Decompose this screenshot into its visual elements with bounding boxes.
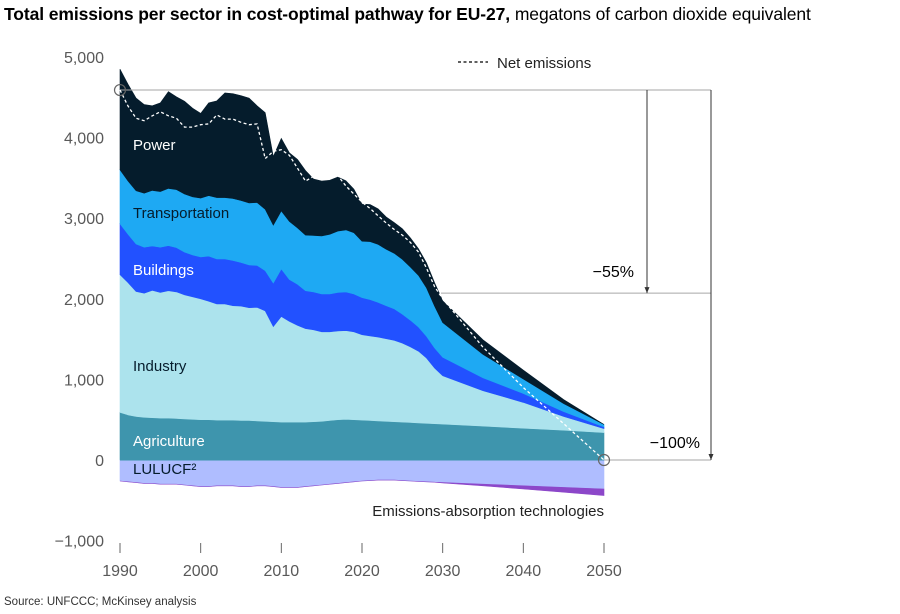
x-tick-label: 2010: [264, 563, 300, 580]
net-emissions-line: [119, 89, 605, 461]
arrow-55-head: [644, 287, 650, 294]
x-tick-label: 2050: [586, 563, 622, 580]
x-tick-label: 2020: [344, 563, 380, 580]
y-tick-label: 0: [95, 453, 104, 470]
chart-title: Total emissions per sector in cost-optim…: [4, 2, 900, 26]
x-tick-label: 2000: [183, 563, 219, 580]
legend-net-emissions-label: Net emissions: [497, 55, 591, 72]
area-emissions-absorption-technologies: [119, 479, 605, 496]
area-power: [119, 68, 605, 425]
net-emissions-end-marker: [597, 453, 611, 467]
chart-title-units: megatons of carbon dioxide equivalent: [514, 4, 811, 24]
series-label-agriculture: Agriculture: [133, 433, 205, 450]
series-label-industry: Industry: [133, 358, 187, 375]
net-emissions-start-marker: [113, 83, 127, 97]
annotation-55-label: −55%: [593, 264, 634, 281]
x-tick-label: 2030: [425, 563, 461, 580]
y-tick-label: 4,000: [64, 131, 104, 148]
x-tick-label: 2040: [506, 563, 542, 580]
arrow-100-head: [708, 454, 714, 460]
x-tick-label: 1990: [102, 563, 138, 580]
source-note: Source: UNFCCC; McKinsey analysis: [4, 596, 197, 608]
series-label-emissions-absorption-technologies: Emissions-absorption technologies: [372, 503, 604, 520]
y-tick-label: 2,000: [64, 292, 104, 309]
y-tick-label: 5,000: [64, 50, 104, 67]
y-tick-label: −1,000: [55, 534, 104, 551]
y-tick-label: 3,000: [64, 211, 104, 228]
annotation-100-label: −100%: [650, 435, 700, 452]
series-label-buildings: Buildings: [133, 262, 194, 279]
chart-title-bold: Total emissions per sector in cost-optim…: [4, 4, 511, 24]
series-label-lulucf: LULUCF²: [133, 461, 196, 478]
y-tick-label: 1,000: [64, 372, 104, 389]
series-label-transportation: Transportation: [133, 205, 229, 222]
series-label-power: Power: [133, 137, 176, 154]
